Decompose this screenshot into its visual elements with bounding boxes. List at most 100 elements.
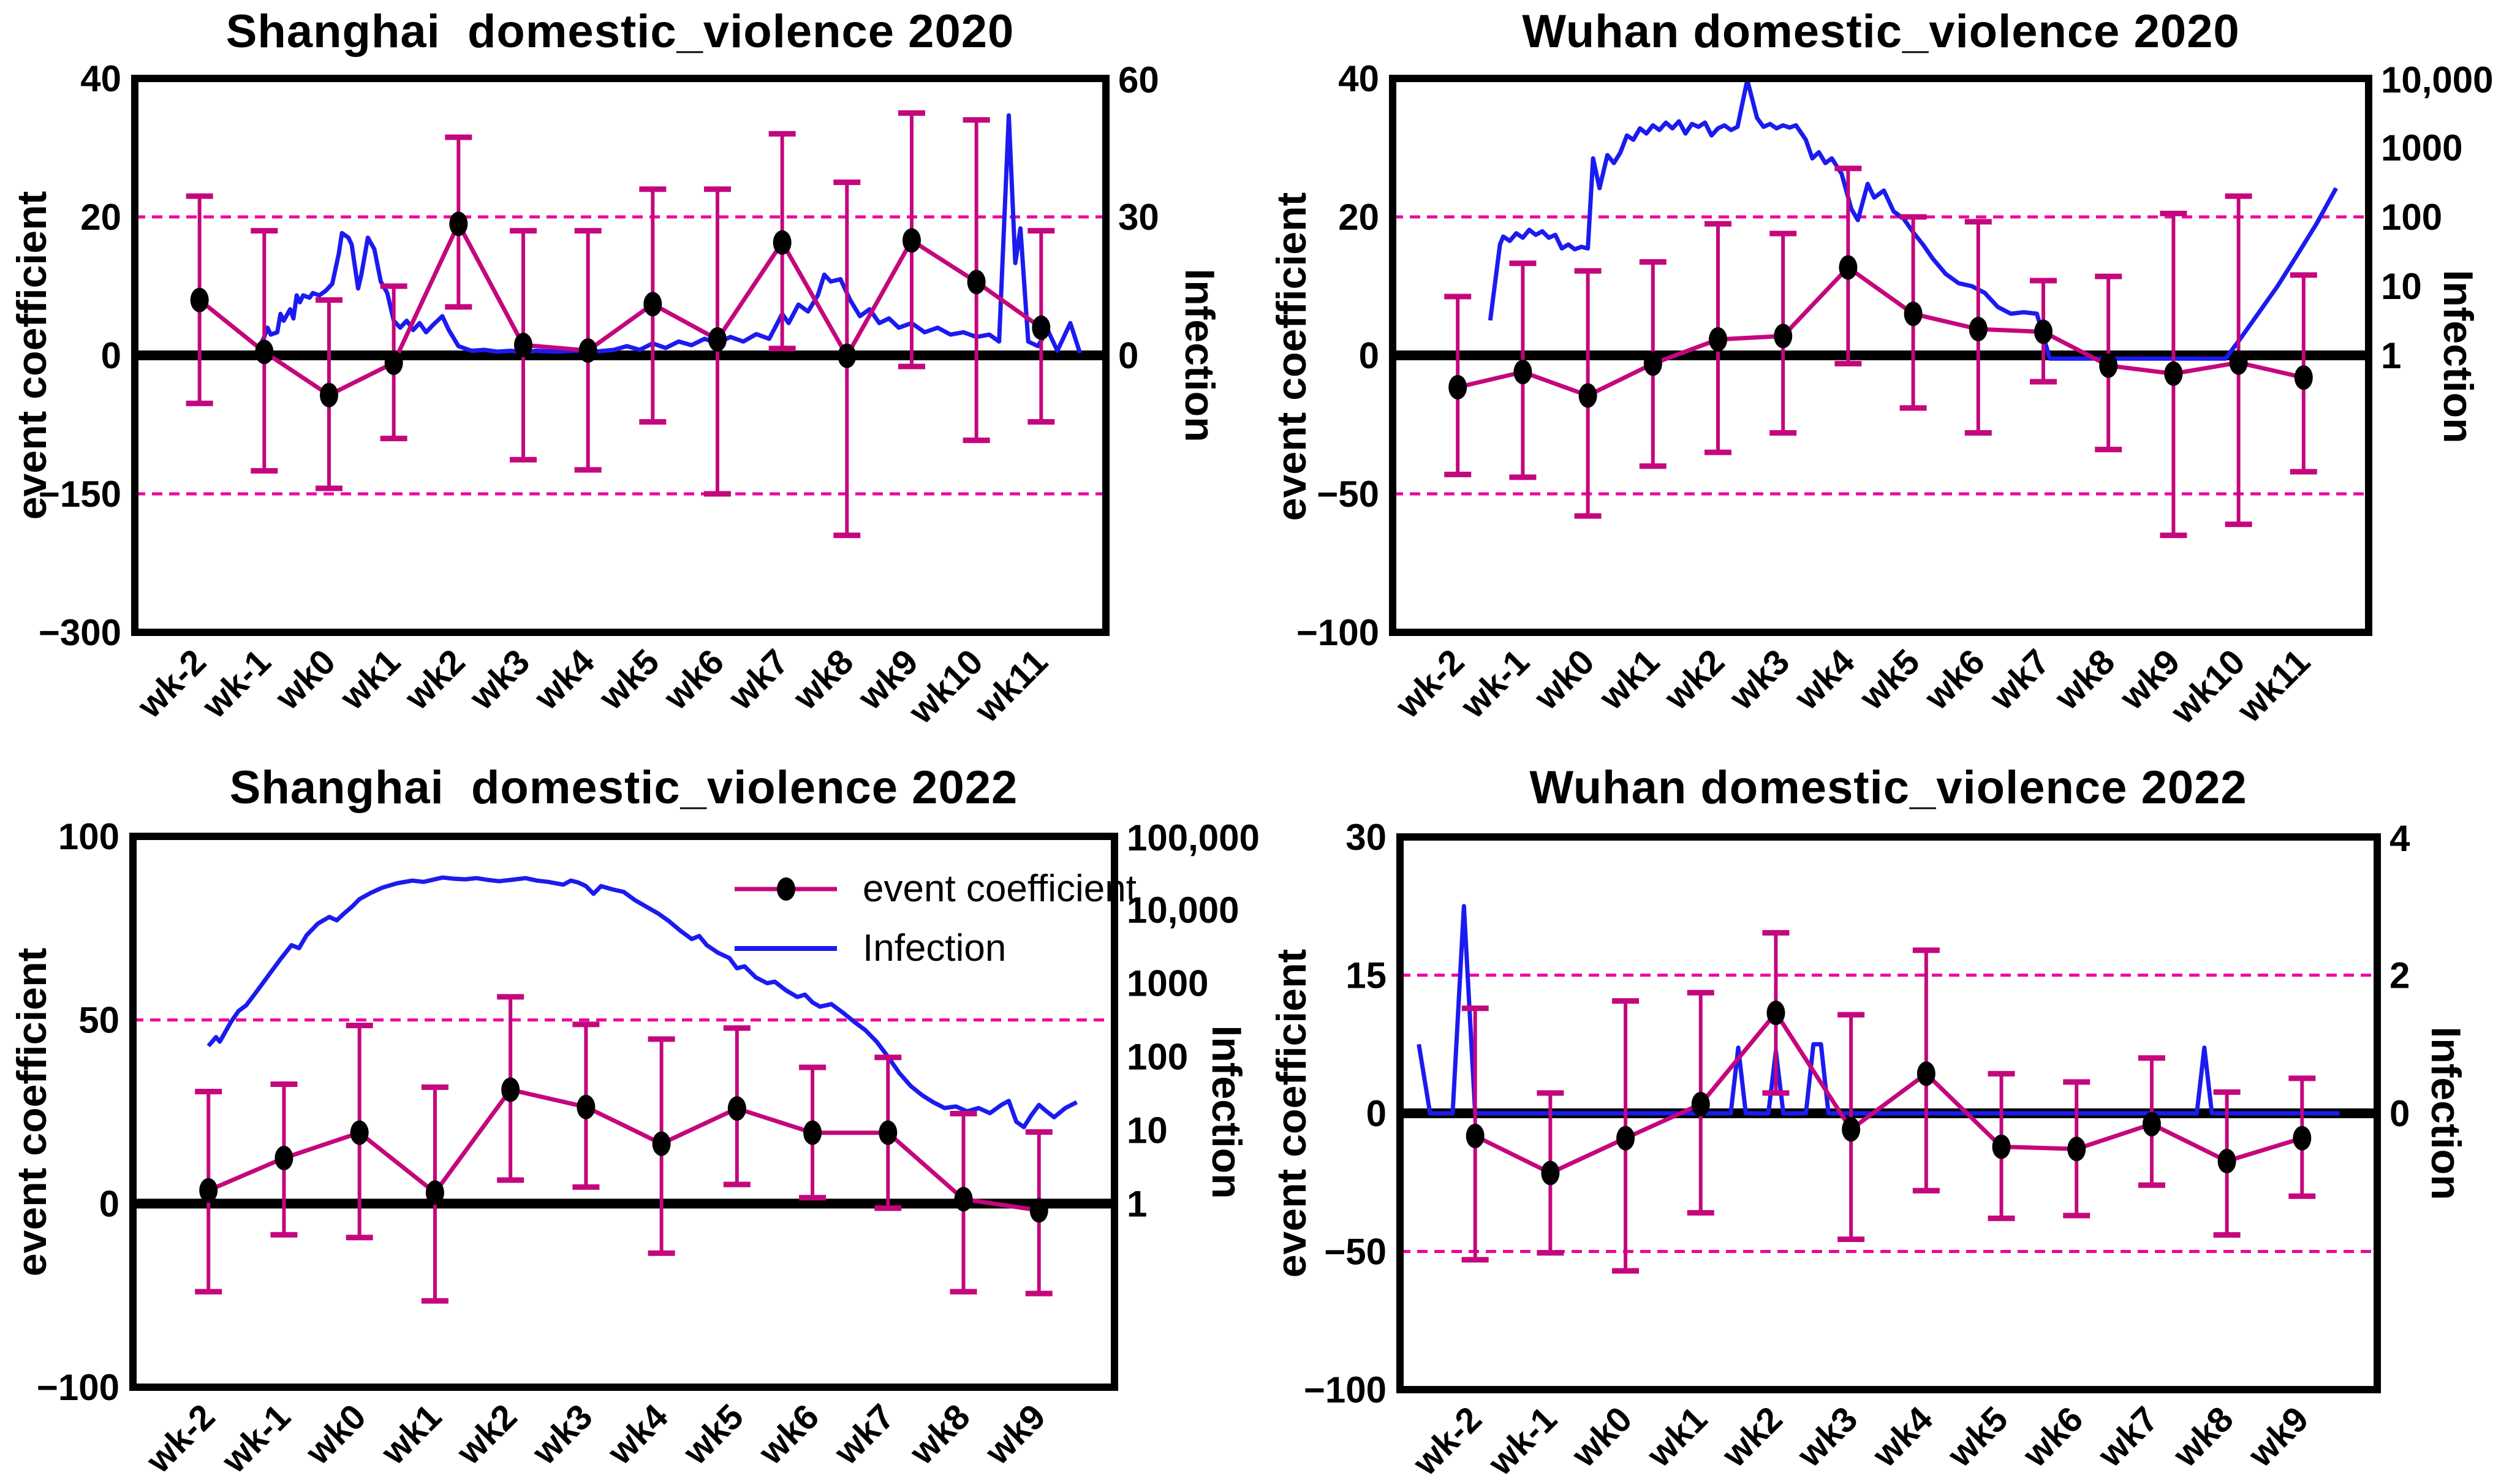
- x-tick-label: wk3: [1789, 1399, 1865, 1475]
- left-tick-label: −50: [1324, 1232, 1387, 1273]
- left-tick-label: 15: [1345, 955, 1387, 996]
- event-point: [514, 333, 532, 358]
- x-tick-label: wk11: [2229, 642, 2318, 730]
- x-tick-label: wk6: [751, 1396, 827, 1472]
- event-coefficient-line: [198, 219, 1043, 398]
- x-tick-label: wk0: [1526, 642, 1602, 717]
- event-point: [1541, 1160, 1560, 1186]
- event-point: [652, 1131, 671, 1156]
- y-axis-label-event-coefficient: event coefficient: [9, 947, 55, 1277]
- x-tick-label: wk3: [461, 642, 537, 717]
- left-tick-label: 40: [80, 58, 121, 99]
- infection-line: [1417, 904, 2340, 1116]
- x-tick-label: wk8: [785, 642, 861, 717]
- event-point: [727, 1096, 746, 1121]
- x-tick-label: wk1: [1591, 642, 1667, 717]
- y-axis-label-infection: Infection: [2423, 1026, 2469, 1200]
- x-tick-label: wk4: [1786, 642, 1862, 717]
- event-point: [773, 230, 792, 255]
- y-axis-label-infection: Infection: [2435, 270, 2481, 444]
- legend: event coefficient Infection: [732, 867, 1137, 970]
- x-tick-label: wk10: [2163, 642, 2253, 732]
- x-tick-label: wk2: [1656, 642, 1732, 717]
- x-tick-label: wk6: [656, 642, 732, 717]
- event-point: [838, 343, 857, 368]
- event-point: [708, 327, 727, 352]
- legend-item-infection: Infection: [732, 926, 1137, 970]
- event-point: [2099, 353, 2118, 378]
- left-tick-label: 0: [1366, 1093, 1387, 1134]
- x-tick-label: wk-1: [1453, 642, 1537, 726]
- infection-line: [1488, 81, 2338, 361]
- x-tick-label: wk11: [967, 642, 1056, 730]
- event-point: [1969, 317, 1988, 342]
- panel-1: 40200−50−10010,0001000100101wk-2wk-1wk0w…: [1296, 58, 2494, 732]
- x-tick-label: wk-1: [1480, 1399, 1565, 1483]
- left-tick-label: 100: [58, 816, 119, 857]
- event-point: [1616, 1126, 1635, 1151]
- event-point: [2293, 1126, 2312, 1151]
- event-point: [2067, 1137, 2086, 1162]
- right-tick-label: 100,000: [1127, 817, 1260, 858]
- x-tick-label: wk5: [1852, 642, 1928, 717]
- left-tick-label: 0: [99, 1183, 119, 1224]
- event-coefficient-line: [207, 1087, 1040, 1213]
- right-tick-label: 10: [1127, 1110, 1168, 1151]
- event-point: [578, 338, 597, 363]
- event-point: [2217, 1149, 2236, 1174]
- event-point: [1466, 1123, 1485, 1148]
- event-point: [190, 287, 209, 312]
- left-tick-label: 0: [101, 335, 121, 376]
- plot-border: [1396, 833, 2381, 1393]
- event-point: [2294, 365, 2313, 390]
- event-point: [803, 1120, 822, 1145]
- event-point: [577, 1094, 596, 1119]
- x-tick-label: wk3: [1721, 642, 1797, 717]
- y-axis-label-event-coefficient: event coefficient: [9, 191, 55, 520]
- event-coefficient-line: [1457, 264, 2304, 398]
- legend-label-event-coefficient: event coefficient: [863, 868, 1137, 910]
- x-tick-label: wk7: [826, 1396, 902, 1472]
- event-point: [1578, 383, 1597, 408]
- event-point: [1842, 1117, 1861, 1142]
- panel-0: 40200−150−30060300wk-2wk-1wk0wk1wk2wk3wk…: [39, 58, 1159, 732]
- x-tick-label: wk8: [2165, 1399, 2241, 1475]
- event-point: [1992, 1134, 2011, 1159]
- x-tick-label: wk5: [1940, 1399, 2016, 1475]
- plot-border: [129, 833, 1118, 1391]
- x-tick-label: wk1: [373, 1396, 449, 1472]
- x-tick-label: wk0: [267, 642, 343, 717]
- x-tick-label: wk5: [591, 642, 667, 717]
- panel-title-shanghai-2022: Shanghai domestic_violence 2022: [229, 762, 1018, 814]
- event-point: [1448, 374, 1467, 399]
- legend-item-event-coefficient: event coefficient: [732, 867, 1137, 910]
- x-tick-label: wk9: [2240, 1399, 2316, 1475]
- infection-line-icon: [735, 945, 837, 951]
- y-axis-label-event-coefficient: event coefficient: [1268, 948, 1315, 1278]
- y-axis-label-infection: Infection: [1176, 268, 1223, 442]
- x-tick-label: wk-1: [194, 642, 279, 726]
- right-tick-label: 60: [1118, 59, 1159, 100]
- x-tick-label: wk1: [1639, 1399, 1715, 1475]
- x-tick-label: wk0: [298, 1396, 374, 1472]
- event-point: [1709, 327, 1727, 352]
- left-tick-label: −300: [39, 612, 121, 653]
- right-tick-label: 30: [1118, 197, 1159, 238]
- x-tick-label: wk2: [396, 642, 472, 717]
- event-point: [1904, 301, 1923, 327]
- right-tick-label: 0: [2389, 1093, 2410, 1134]
- event-point: [320, 382, 338, 407]
- event-point: [954, 1187, 973, 1212]
- event-point: [1691, 1091, 1710, 1116]
- x-tick-label: wk-1: [214, 1396, 298, 1481]
- x-tick-label: wk1: [332, 642, 408, 717]
- left-tick-label: −100: [1296, 612, 1379, 653]
- y-axis-label-infection: Infection: [1203, 1025, 1250, 1199]
- event-point: [879, 1120, 898, 1145]
- left-tick-label: −100: [1304, 1369, 1387, 1410]
- event-point: [274, 1146, 293, 1171]
- left-tick-label: 30: [1345, 817, 1387, 858]
- left-tick-label: 40: [1338, 58, 1379, 99]
- x-tick-label: wk-2: [138, 1396, 223, 1481]
